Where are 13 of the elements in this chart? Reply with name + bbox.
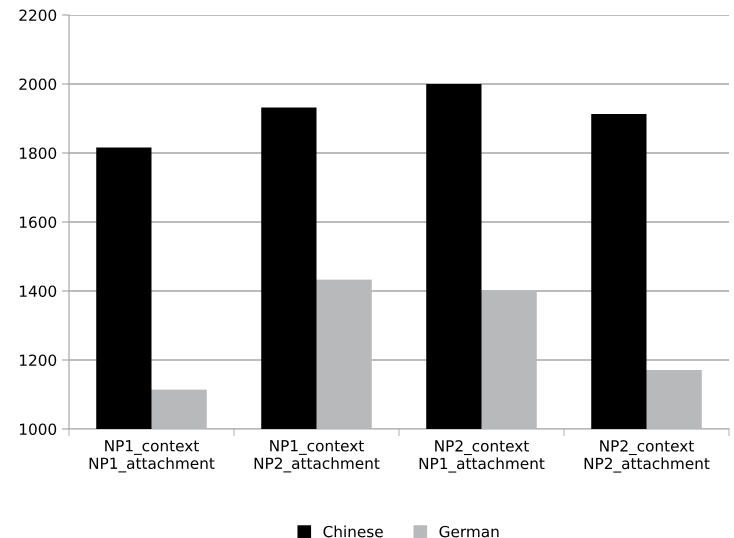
x-tick-label: NP1_context NP1_attachment [90, 440, 215, 472]
legend-label: German [440, 526, 499, 538]
y-tick-label: 1200 [20, 354, 56, 366]
y-tick-label: 2200 [19, 9, 56, 22]
y-tick-label: 1400 [20, 285, 56, 298]
y-tick-label: 1600 [20, 216, 56, 228]
y-tick-label: 1000 [20, 423, 56, 436]
x-tick-label: NP2_context NP1_attachment [420, 440, 545, 473]
y-tick-label: 1800 [20, 147, 56, 160]
x-tick-label: NP2_context NP2_attachment [584, 440, 710, 473]
x-tick-label: NP1_context NP2_attachment [254, 440, 380, 472]
y-tick-label: 2000 [19, 78, 56, 90]
legend-label: Chinese [323, 526, 383, 538]
